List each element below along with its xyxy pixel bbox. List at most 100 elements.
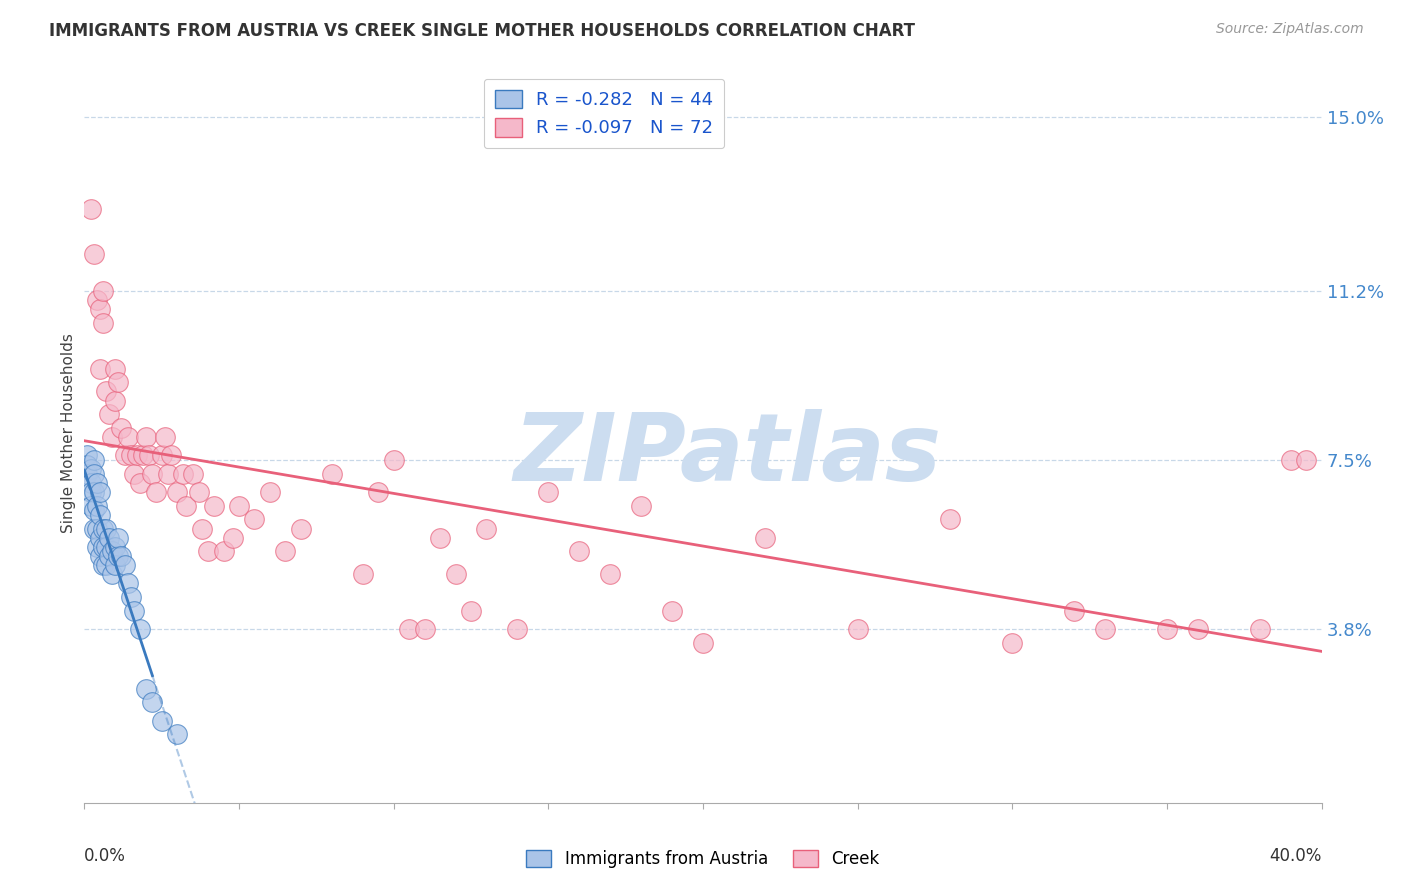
Point [754, 531, 776, 545]
Point [125, 449, 148, 463]
Point [444, 567, 467, 582]
Point [76, 458, 98, 472]
Point [1156, 622, 1178, 636]
Point [122, 467, 145, 481]
Point [83, 485, 105, 500]
Point [129, 622, 152, 636]
Point [101, 430, 124, 444]
Point [89, 531, 111, 545]
Point [181, 467, 204, 481]
Point [197, 544, 219, 558]
Point [104, 393, 127, 408]
Point [290, 522, 312, 536]
Point [110, 421, 132, 435]
Point [79, 499, 101, 513]
Point [172, 467, 194, 481]
Point [89, 549, 111, 563]
Point [122, 604, 145, 618]
Point [107, 376, 129, 390]
Point [398, 622, 420, 636]
Point [321, 467, 343, 481]
Point [141, 695, 163, 709]
Point [1249, 622, 1271, 636]
Point [630, 499, 652, 513]
Point [135, 681, 157, 696]
Point [86, 475, 108, 490]
Point [150, 714, 173, 728]
Point [120, 449, 142, 463]
Point [114, 449, 136, 463]
Point [274, 544, 297, 558]
Point [129, 475, 152, 490]
Point [1295, 453, 1317, 467]
Point [132, 449, 155, 463]
Legend: R = -0.282   N = 44, R = -0.097   N = 72: R = -0.282 N = 44, R = -0.097 N = 72 [484, 78, 724, 148]
Point [160, 449, 183, 463]
Point [599, 567, 621, 582]
Point [150, 449, 173, 463]
Point [939, 512, 962, 526]
Point [156, 467, 179, 481]
Point [101, 567, 124, 582]
Text: IMMIGRANTS FROM AUSTRIA VS CREEK SINGLE MOTHER HOUSEHOLDS CORRELATION CHART: IMMIGRANTS FROM AUSTRIA VS CREEK SINGLE … [49, 22, 915, 40]
Point [98, 549, 121, 563]
Point [83, 247, 105, 261]
Point [222, 531, 245, 545]
Point [101, 544, 124, 558]
Point [120, 590, 142, 604]
Point [89, 361, 111, 376]
Point [94, 522, 117, 536]
Point [138, 449, 160, 463]
Point [91, 540, 114, 554]
Text: 0.0%: 0.0% [84, 847, 127, 865]
Point [187, 485, 209, 500]
Point [107, 549, 129, 563]
Point [94, 384, 117, 399]
Point [1001, 636, 1024, 650]
Point [352, 567, 374, 582]
Point [86, 522, 108, 536]
Point [166, 485, 188, 500]
Point [228, 499, 250, 513]
Point [153, 430, 176, 444]
Point [166, 727, 188, 741]
Point [86, 499, 108, 513]
Point [94, 540, 117, 554]
Point [259, 485, 281, 500]
Point [79, 475, 101, 490]
Point [692, 636, 714, 650]
Point [117, 576, 139, 591]
Point [91, 284, 114, 298]
Point [413, 622, 436, 636]
Point [79, 462, 101, 476]
Point [98, 531, 121, 545]
Point [91, 316, 114, 330]
Point [89, 508, 111, 522]
Point [89, 302, 111, 317]
Point [104, 558, 127, 573]
Point [91, 558, 114, 573]
Point [83, 522, 105, 536]
Point [76, 449, 98, 463]
Point [568, 544, 591, 558]
Point [91, 522, 114, 536]
Legend: Immigrants from Austria, Creek: Immigrants from Austria, Creek [520, 843, 886, 875]
Point [83, 453, 105, 467]
Point [86, 293, 108, 307]
Point [537, 485, 560, 500]
Text: 40.0%: 40.0% [1270, 847, 1322, 865]
Text: Source: ZipAtlas.com: Source: ZipAtlas.com [1216, 22, 1364, 37]
Point [429, 531, 451, 545]
Point [79, 202, 101, 216]
Point [141, 467, 163, 481]
Point [104, 540, 127, 554]
Point [114, 558, 136, 573]
Y-axis label: Single Mother Households: Single Mother Households [60, 333, 76, 533]
Point [212, 544, 235, 558]
Point [83, 503, 105, 517]
Point [1187, 622, 1209, 636]
Point [1063, 604, 1085, 618]
Point [83, 467, 105, 481]
Point [475, 522, 498, 536]
Point [145, 485, 167, 500]
